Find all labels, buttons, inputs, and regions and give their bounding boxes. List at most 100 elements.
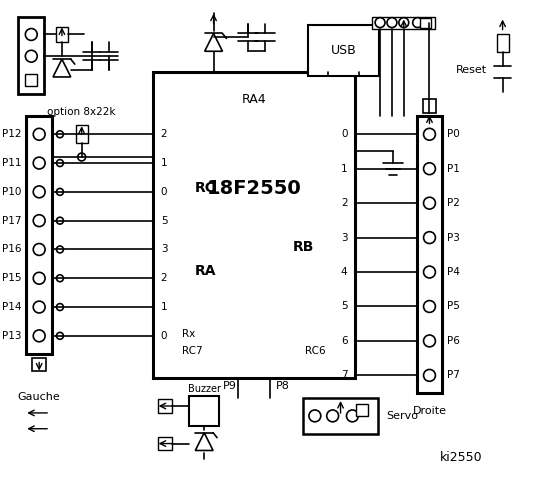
Circle shape <box>387 18 397 27</box>
Text: P14: P14 <box>2 302 22 312</box>
Circle shape <box>309 410 321 422</box>
Circle shape <box>424 197 435 209</box>
Text: P7: P7 <box>447 371 460 380</box>
Circle shape <box>25 50 37 62</box>
Text: 18F2550: 18F2550 <box>207 179 301 198</box>
Text: 6: 6 <box>341 336 347 346</box>
Circle shape <box>424 266 435 278</box>
Text: RC6: RC6 <box>305 346 326 356</box>
Bar <box>32 358 46 372</box>
Text: Buzzer: Buzzer <box>187 384 221 394</box>
Text: 2: 2 <box>341 198 347 208</box>
Text: 0: 0 <box>161 187 167 197</box>
Text: Servo: Servo <box>386 411 418 421</box>
Circle shape <box>424 163 435 175</box>
Text: 7: 7 <box>341 371 347 380</box>
Bar <box>356 404 368 416</box>
Circle shape <box>56 246 64 253</box>
Circle shape <box>56 332 64 339</box>
Circle shape <box>56 303 64 311</box>
Text: RB: RB <box>293 240 314 253</box>
Circle shape <box>56 189 64 195</box>
Text: 1: 1 <box>161 158 168 168</box>
Text: ki2550: ki2550 <box>440 451 482 464</box>
Bar <box>27 117 52 354</box>
Text: P3: P3 <box>447 233 460 242</box>
Text: P15: P15 <box>2 273 22 283</box>
Text: 5: 5 <box>341 301 347 312</box>
Text: 4: 4 <box>341 267 347 277</box>
Circle shape <box>56 275 64 282</box>
Text: P11: P11 <box>2 158 22 168</box>
Polygon shape <box>53 59 71 77</box>
Text: RC7: RC7 <box>182 346 203 356</box>
Bar <box>189 396 219 426</box>
Text: P13: P13 <box>2 331 22 341</box>
Text: RA: RA <box>194 264 216 278</box>
Bar <box>25 74 37 86</box>
Text: 3: 3 <box>161 244 168 254</box>
Text: P9: P9 <box>223 381 237 391</box>
Text: P12: P12 <box>2 129 22 139</box>
Text: 0: 0 <box>161 331 167 341</box>
Bar <box>18 17 44 94</box>
Text: P2: P2 <box>447 198 460 208</box>
Text: P6: P6 <box>447 336 460 346</box>
Circle shape <box>33 128 45 140</box>
Polygon shape <box>205 34 222 51</box>
Text: P8: P8 <box>276 381 290 391</box>
Bar <box>153 72 356 378</box>
Text: 2: 2 <box>161 129 168 139</box>
Text: P1: P1 <box>447 164 460 174</box>
Polygon shape <box>195 432 213 450</box>
Circle shape <box>56 217 64 224</box>
Text: Gauche: Gauche <box>18 392 60 402</box>
Circle shape <box>33 243 45 255</box>
Circle shape <box>33 215 45 227</box>
Bar <box>76 125 87 143</box>
Bar <box>158 399 171 413</box>
Bar <box>372 17 435 28</box>
Text: 3: 3 <box>341 233 347 242</box>
Circle shape <box>33 157 45 169</box>
Text: 0: 0 <box>341 129 347 139</box>
Circle shape <box>413 18 422 27</box>
Circle shape <box>327 410 338 422</box>
Circle shape <box>424 300 435 312</box>
Bar <box>422 99 436 112</box>
Text: USB: USB <box>331 44 356 57</box>
Circle shape <box>347 410 358 422</box>
Text: 1: 1 <box>161 302 168 312</box>
Circle shape <box>33 272 45 284</box>
Text: P17: P17 <box>2 216 22 226</box>
Circle shape <box>424 335 435 347</box>
Text: P4: P4 <box>447 267 460 277</box>
Bar <box>158 437 171 450</box>
Circle shape <box>78 153 86 161</box>
Text: Droite: Droite <box>413 406 446 416</box>
Text: P16: P16 <box>2 244 22 254</box>
Bar <box>303 398 378 433</box>
Bar <box>416 117 442 393</box>
Text: P10: P10 <box>2 187 22 197</box>
Circle shape <box>33 301 45 313</box>
Circle shape <box>424 128 435 140</box>
Text: option 8x22k: option 8x22k <box>48 107 116 117</box>
Text: 2: 2 <box>161 273 168 283</box>
Circle shape <box>56 131 64 138</box>
Bar <box>420 18 431 27</box>
Circle shape <box>25 28 37 40</box>
Text: 1: 1 <box>341 164 347 174</box>
Bar <box>56 26 68 42</box>
Text: RA4: RA4 <box>242 93 267 106</box>
Text: RC: RC <box>194 181 215 195</box>
Bar <box>497 35 509 52</box>
Circle shape <box>56 160 64 167</box>
Circle shape <box>33 186 45 198</box>
Text: Rx: Rx <box>182 329 196 339</box>
Circle shape <box>424 370 435 381</box>
Bar <box>308 24 379 76</box>
Text: P5: P5 <box>447 301 460 312</box>
Text: P0: P0 <box>447 129 460 139</box>
Circle shape <box>424 232 435 243</box>
